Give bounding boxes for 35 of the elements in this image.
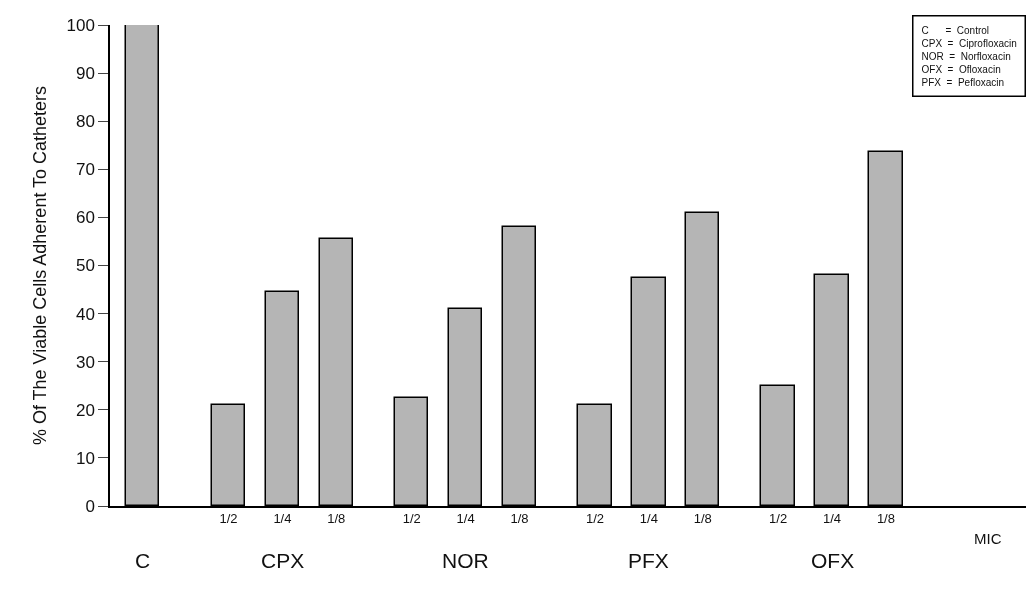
- x-tick-label: 1/4: [822, 511, 842, 527]
- y-tick-label: 100: [66, 15, 95, 35]
- text: CPX = Ciprofloxacin: [921, 37, 1017, 49]
- y-tick-label: 90: [75, 64, 95, 84]
- y-tick-label: 80: [75, 112, 95, 132]
- x-tick-label: 1/2: [585, 511, 604, 527]
- x-tick-label: 1/2: [769, 511, 788, 527]
- y-tick-label: 50: [75, 256, 95, 276]
- x-tick-label: 1/8: [510, 511, 529, 527]
- x-tick-label: 1/8: [876, 511, 895, 527]
- text: C: [135, 549, 151, 572]
- text: OFX: [811, 549, 855, 572]
- text: PFX: [628, 549, 669, 572]
- x-tick-label: 1/2: [402, 511, 421, 527]
- x-tick-label: 1/4: [456, 511, 475, 527]
- x-tick-label: 1/4: [639, 511, 658, 527]
- x-tick-label: 1/4: [273, 511, 292, 527]
- text: CPX: [261, 549, 305, 572]
- text: OFX = Ofloxacin: [921, 63, 1001, 75]
- x-tick-label: 1/8: [693, 511, 712, 527]
- text: PFX = Pefloxacin: [921, 76, 1005, 88]
- text: C = Control: [921, 24, 990, 36]
- x-tick-label: 1/2: [219, 511, 238, 527]
- text: NOR = Norfloxacin: [921, 50, 1011, 62]
- y-tick-label: 0: [85, 496, 95, 516]
- y-tick-label: 20: [75, 400, 95, 420]
- y-tick-label: 40: [75, 304, 95, 324]
- text: NOR: [442, 549, 489, 572]
- y-tick-label: 60: [75, 208, 95, 228]
- y-tick-label: 10: [75, 448, 95, 468]
- y-tick-label: 70: [75, 160, 95, 180]
- y-tick-label: 30: [75, 352, 95, 372]
- x-axis-title: MIC: [974, 530, 1002, 547]
- x-tick-label: 1/8: [327, 511, 346, 527]
- y-axis-title: % Of The Viable Cells Adherent To Catheters: [30, 85, 51, 446]
